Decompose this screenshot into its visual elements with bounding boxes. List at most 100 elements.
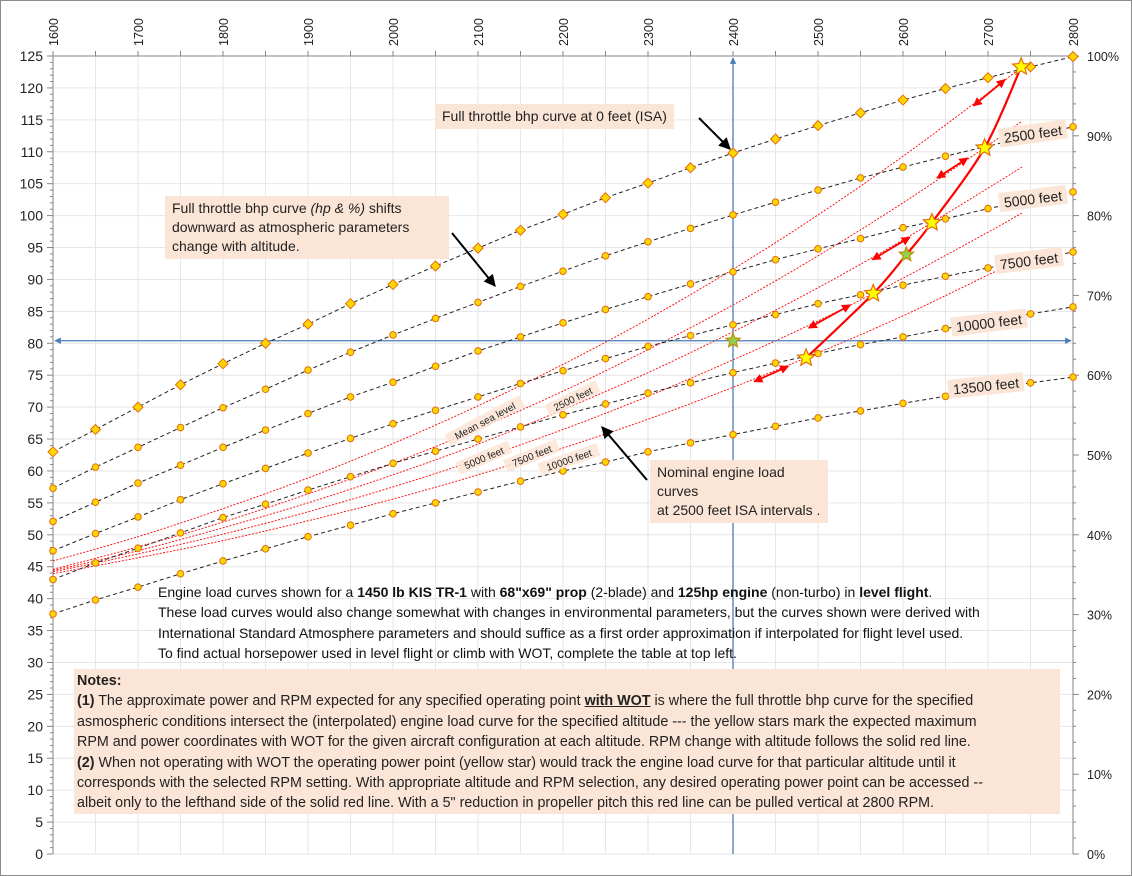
data-point-circle <box>516 282 525 291</box>
text-segment: with WOT <box>584 693 651 710</box>
paragraph-line: Engine load curves shown for a 1450 lb K… <box>158 582 980 602</box>
data-point-circle <box>686 280 695 288</box>
data-point-diamond <box>642 177 654 189</box>
y2-tick-label: 100% <box>1087 50 1119 64</box>
data-point-diamond <box>557 208 569 221</box>
y-tick-label: 100 <box>20 208 44 224</box>
direction-arrow <box>972 78 1006 107</box>
data-point-circle <box>176 423 185 432</box>
data-point-diamond <box>89 423 102 436</box>
data-point-circle <box>984 204 992 213</box>
data-point-circle <box>686 224 695 233</box>
y-tick-label: 60 <box>27 463 43 479</box>
load-curve-line <box>52 66 1023 562</box>
data-point-circle <box>1069 373 1077 381</box>
text-segment: These load curves would also change some… <box>158 604 980 621</box>
annotation-line: downward as atmospheric parameters <box>172 219 410 235</box>
data-point-circle <box>346 521 355 530</box>
data-point-circle <box>389 419 397 428</box>
text-segment: (2) <box>77 754 95 771</box>
data-point-circle <box>346 472 355 481</box>
y-tick-label: 70 <box>27 399 43 415</box>
load-curve-line <box>52 257 1023 575</box>
annotation-arrow <box>601 426 648 481</box>
data-point-diamond <box>727 147 739 159</box>
data-point-circle <box>856 290 865 299</box>
data-point-circle <box>644 389 652 397</box>
x-tick-label: 2100 <box>472 18 486 46</box>
notes-box: Notes: (1) The approximate power and RPM … <box>74 669 1060 814</box>
data-point-diamond <box>344 297 357 310</box>
data-point-circle <box>856 234 865 243</box>
wot-star-icon <box>863 282 884 303</box>
data-point-circle <box>729 430 737 439</box>
data-point-circle <box>431 447 440 455</box>
y-tick-label: 20 <box>27 718 43 734</box>
data-point-circle <box>856 174 865 182</box>
x-tick-label: 1700 <box>132 18 146 46</box>
y2-tick-label: 90% <box>1087 130 1112 144</box>
series-label: 10000 feet <box>950 308 1028 337</box>
data-point-circle <box>304 532 312 541</box>
data-point-circle <box>91 529 100 538</box>
y-tick-label: 90 <box>27 271 43 287</box>
data-point-circle <box>601 252 610 260</box>
data-point-circle <box>899 163 907 171</box>
text-segment: The approximate power and RPM expected f… <box>94 693 585 710</box>
data-point-circle <box>516 333 525 341</box>
data-point-circle <box>899 333 907 341</box>
annotation-text: shifts <box>364 200 402 216</box>
data-point-circle <box>814 244 822 253</box>
annotation-text: Full throttle bhp curve <box>172 200 311 216</box>
wot-star-icon <box>974 137 995 157</box>
data-point-circle <box>601 400 610 408</box>
data-point-circle <box>474 347 482 355</box>
y-tick-label: 55 <box>27 495 43 511</box>
y2-tick-label: 30% <box>1087 609 1112 623</box>
series-label-bg <box>950 308 1028 337</box>
x-tick-label: 2700 <box>982 18 996 46</box>
data-point-diamond <box>174 379 187 391</box>
data-point-circle <box>176 495 185 504</box>
text-segment: . <box>928 584 933 600</box>
series-label-text: 13500 feet <box>952 375 1020 398</box>
y-tick-label: 35 <box>27 623 43 639</box>
data-point-circle <box>899 399 907 408</box>
notes-line: RPM and power coordinates with WOT for t… <box>77 732 1060 752</box>
full-throttle-curve-line <box>52 306 1074 580</box>
data-point-circle <box>644 448 652 456</box>
x-tick-label: 2600 <box>897 18 911 46</box>
load-curve-line <box>52 166 1023 571</box>
data-point-diamond <box>259 337 272 349</box>
text-segment: To find actual horsepower used in level … <box>158 645 737 662</box>
data-point-circle <box>389 378 397 387</box>
data-point-circle <box>856 407 865 415</box>
data-point-circle <box>431 314 440 323</box>
x-tick-label: 2000 <box>387 18 401 46</box>
data-point-circle <box>49 575 57 584</box>
data-point-circle <box>134 544 142 553</box>
text-segment: corresponds with the selected RPM settin… <box>77 775 983 792</box>
y-tick-label: 80 <box>27 335 43 351</box>
data-point-circle <box>176 529 185 537</box>
series-label: 2500 feet <box>997 119 1068 148</box>
data-point-circle <box>941 392 950 401</box>
y-tick-label: 45 <box>27 559 43 575</box>
data-point-diamond <box>897 94 909 106</box>
data-point-circle <box>219 557 227 565</box>
data-point-circle <box>219 443 227 452</box>
y-tick-label: 40 <box>27 591 43 607</box>
data-point-circle <box>474 488 482 496</box>
text-segment: asmospheric conditions intersect the (in… <box>77 713 977 730</box>
text-segment: Notes: <box>77 673 122 689</box>
wot-star-icon <box>796 347 817 367</box>
y-tick-label: 95 <box>27 240 43 256</box>
load-curve-label-bg <box>455 440 513 475</box>
y-tick-label: 10 <box>27 782 43 798</box>
data-point-circle <box>941 272 950 281</box>
data-point-circle <box>771 359 780 367</box>
data-point-circle <box>644 292 652 301</box>
data-point-diamond <box>812 119 824 132</box>
operating-point-star-icon <box>897 245 916 262</box>
direction-arrow <box>936 157 969 179</box>
